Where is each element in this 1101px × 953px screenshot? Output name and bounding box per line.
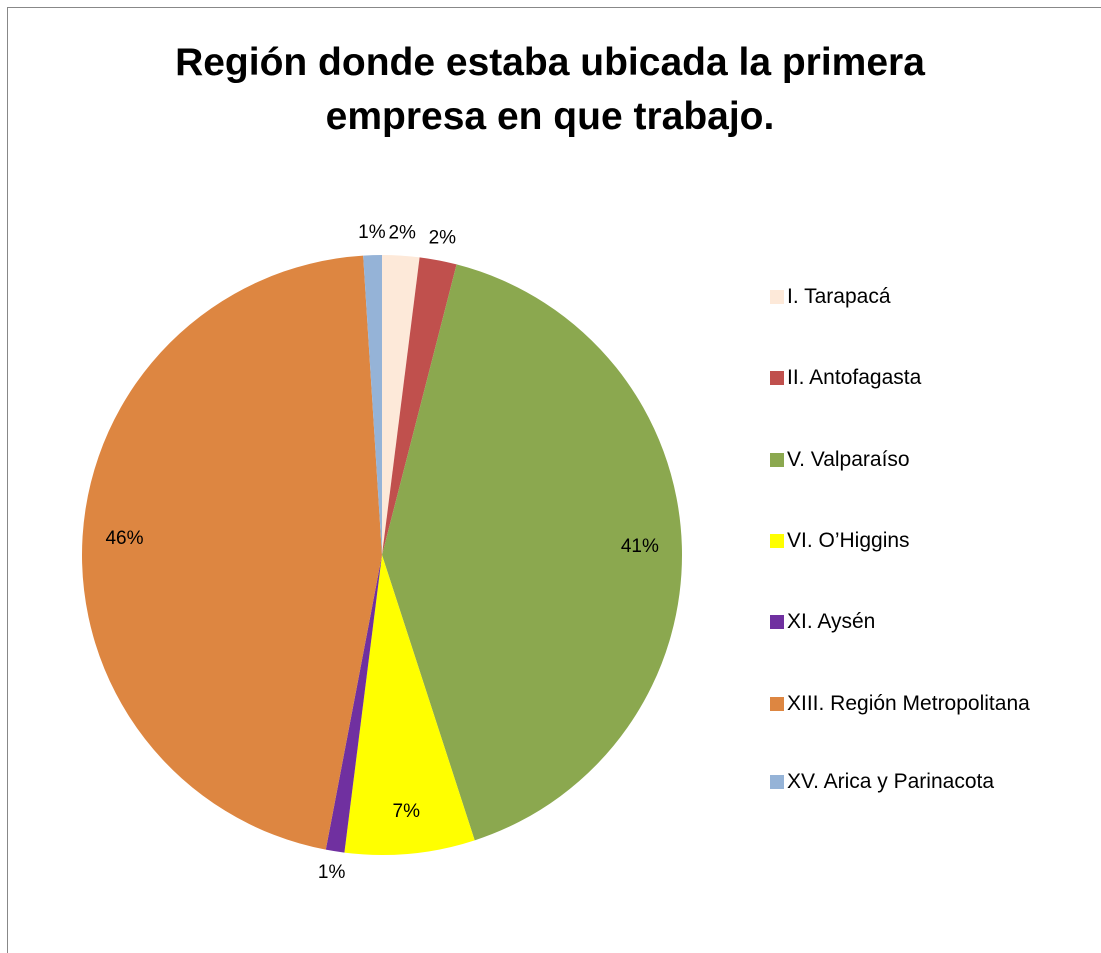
- legend-label: V. Valparaíso: [787, 448, 910, 471]
- legend-swatch: [770, 290, 784, 304]
- legend-item: II. Antofagasta: [770, 365, 1037, 390]
- pie-slice: [81, 255, 382, 850]
- legend-label: I. Tarapacá: [787, 285, 891, 308]
- pie-slice: [382, 264, 682, 841]
- legend-item: V. Valparaíso: [770, 447, 1037, 472]
- legend-swatch: [770, 371, 784, 385]
- data-label: 2%: [388, 223, 416, 244]
- legend-item: I. Tarapacá: [770, 284, 1037, 309]
- pie-slice: [344, 555, 475, 856]
- legend-label: XV. Arica y Parinacota: [787, 770, 995, 793]
- legend-item: XIII. Región Metropolitana: [770, 691, 1037, 716]
- data-label: 41%: [621, 536, 659, 557]
- legend-item: XV. Arica y Parinacota: [770, 769, 1037, 794]
- legend-label: VI. O’Higgins: [787, 529, 910, 552]
- data-label: 1%: [318, 862, 346, 883]
- chart-title: Región donde estaba ubicada la primera e…: [175, 41, 925, 138]
- legend-swatch: [770, 453, 784, 467]
- legend-swatch: [770, 697, 784, 711]
- legend-item: XI. Aysén: [770, 609, 1037, 634]
- legend-swatch: [770, 775, 784, 789]
- legend-swatch: [770, 615, 784, 629]
- legend-swatch: [770, 534, 784, 548]
- pie-slice: [382, 255, 420, 555]
- legend-item: VI. O’Higgins: [770, 528, 1037, 553]
- pie-slice: [325, 555, 382, 853]
- data-label: 7%: [393, 801, 421, 822]
- legend-label: II. Antofagasta: [787, 366, 922, 389]
- legend-label: XIII. Región Metropolitana: [787, 692, 1030, 715]
- legend-label: XI. Aysén: [787, 610, 876, 633]
- data-label: 46%: [105, 528, 143, 549]
- chart-frame: [7, 7, 1101, 953]
- data-label: 1%: [358, 222, 386, 243]
- pie-slice: [363, 255, 382, 555]
- data-label: 2%: [429, 228, 457, 249]
- pie-slice: [382, 257, 457, 555]
